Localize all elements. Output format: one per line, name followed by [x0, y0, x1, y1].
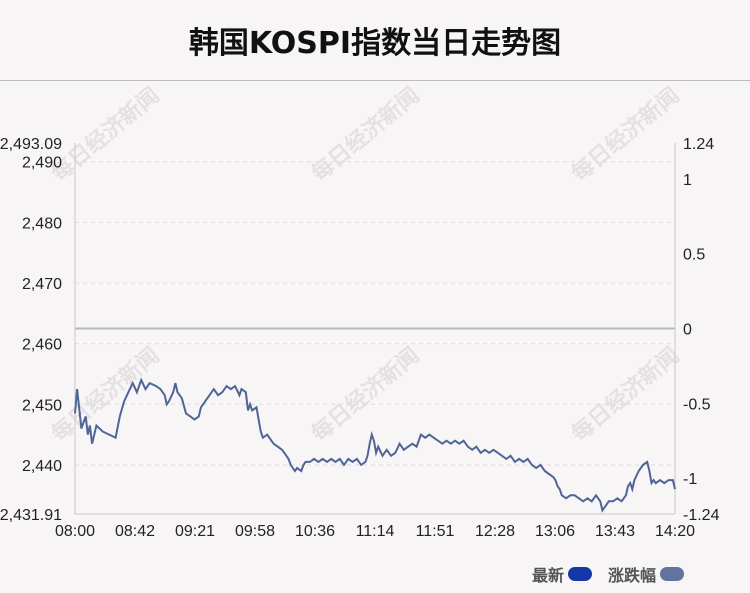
- x-tick-label: 09:21: [175, 523, 215, 540]
- y-left-tick-label: 2,431.91: [0, 507, 62, 524]
- legend-latest-swatch: [568, 567, 593, 581]
- x-tick-label: 12:28: [475, 523, 515, 540]
- x-tick-label: 13:06: [535, 523, 575, 540]
- legend-latest-label: 最新: [532, 566, 565, 585]
- y-left-tick-label: 2,460: [22, 337, 62, 354]
- watermark-text-2: 每日经济新闻: [567, 82, 685, 187]
- x-tick-label: 09:58: [235, 523, 275, 540]
- x-tick-label: 14:20: [655, 523, 695, 540]
- y-left-tick-label: 2,490: [22, 155, 62, 172]
- watermark-text-5: 每日经济新闻: [567, 342, 685, 447]
- y-right-tick-label: 0: [683, 322, 692, 339]
- chart-title: 韩国KOSPI指数当日走势图: [188, 26, 562, 61]
- y-left-tick-label: 2,440: [22, 458, 62, 475]
- x-tick-label: 13:43: [595, 523, 635, 540]
- legend-change-label: 涨跌幅: [608, 566, 657, 585]
- watermark-text-1: 每日经济新闻: [307, 82, 425, 187]
- x-tick-label: 08:00: [55, 523, 95, 540]
- y-left-tick-label: 2,470: [22, 276, 62, 293]
- y-left-tick-label: 2,450: [22, 397, 62, 414]
- x-tick-label: 11:14: [356, 523, 395, 540]
- grid-layer: [75, 161, 675, 466]
- watermark-text-4: 每日经济新闻: [307, 342, 425, 447]
- legend-change: 涨跌幅: [608, 562, 685, 586]
- y-right-tick-label: 1: [683, 172, 692, 189]
- y-right-tick-label: -0.5: [683, 396, 711, 413]
- y-right-tick-label: 1.24: [683, 136, 714, 153]
- x-tick-label: 10:36: [295, 523, 335, 540]
- x-tick-label: 08:42: [115, 523, 155, 540]
- x-tick-label: 11:51: [416, 523, 455, 540]
- kospi-line: [74, 377, 676, 513]
- axes-layer: [74, 143, 676, 515]
- legend-change-swatch: [660, 567, 685, 581]
- y-left-tick-label: 2,480: [22, 215, 62, 232]
- y-right-tick-label: -1: [683, 471, 697, 488]
- y-left-tick-label: 2,493.09: [0, 136, 62, 153]
- y-right-tick-label: -1.24: [683, 507, 720, 524]
- tick-layer: 2,493.09 2,490 2,480 2,470 2,460 2,450 2,440 2,…: [0, 136, 720, 540]
- legend-latest: 最新: [532, 562, 593, 586]
- title-divider: [0, 80, 750, 81]
- watermark-text-0: 每日经济新闻: [47, 82, 165, 187]
- watermark-text-3: 每日经济新闻: [47, 342, 165, 447]
- y-right-tick-label: 0.5: [683, 247, 705, 264]
